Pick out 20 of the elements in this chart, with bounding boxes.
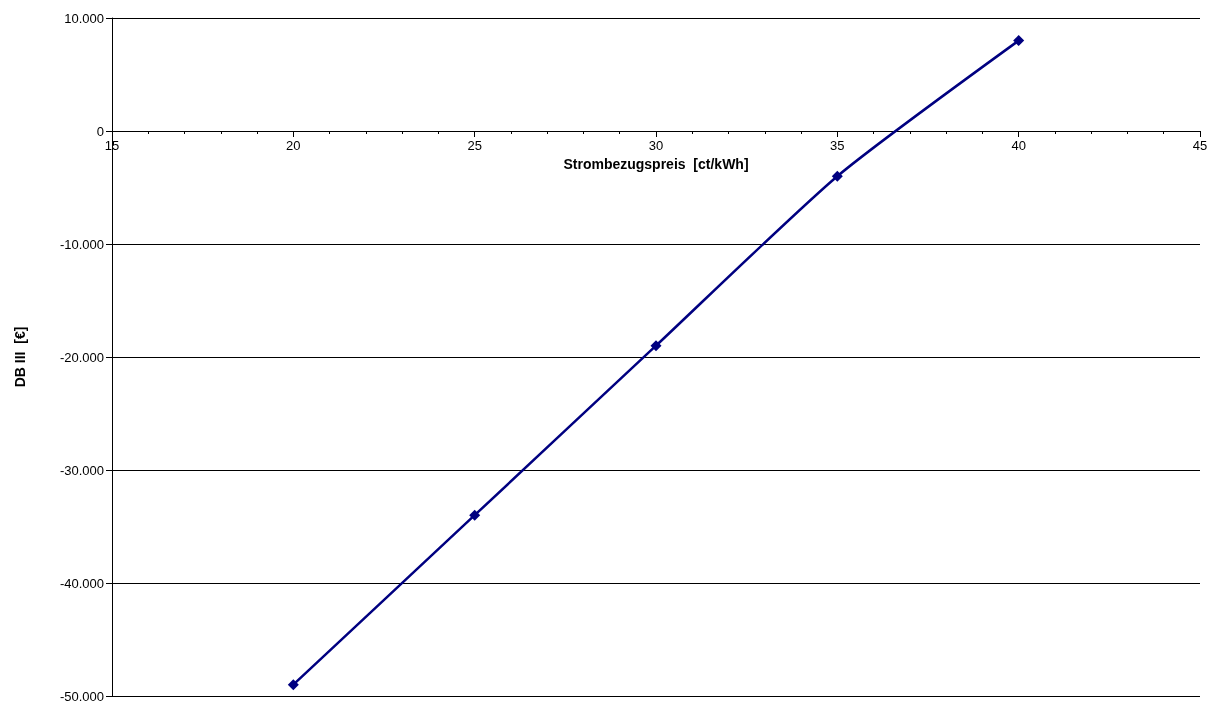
x-axis-title: Strombezugspreis [ct/kWh] — [563, 155, 749, 172]
x-tick-label: 25 — [467, 138, 482, 153]
y-tick-label: -20.000 — [59, 349, 104, 365]
point — [287, 679, 299, 691]
x-tick-label: 45 — [1192, 138, 1208, 153]
point — [469, 509, 481, 521]
x-tick-label: 20 — [286, 138, 301, 153]
y-tick-label: -30.000 — [59, 462, 104, 478]
point — [831, 170, 843, 182]
x-tick-label: 30 — [648, 138, 664, 153]
y-tick-label: -10.000 — [59, 236, 104, 252]
y-axis-title: DB III [€] — [12, 326, 28, 388]
point — [1013, 35, 1025, 47]
y-tick-label: 10.000 — [64, 10, 104, 26]
x-tick-label: 35 — [830, 138, 845, 153]
y-tick-label: 0 — [96, 123, 104, 139]
y-tick-label: -50.000 — [59, 688, 104, 704]
y-tick-label: -40.000 — [59, 575, 104, 591]
point — [650, 340, 662, 352]
x-tick-label: 40 — [1011, 138, 1026, 153]
